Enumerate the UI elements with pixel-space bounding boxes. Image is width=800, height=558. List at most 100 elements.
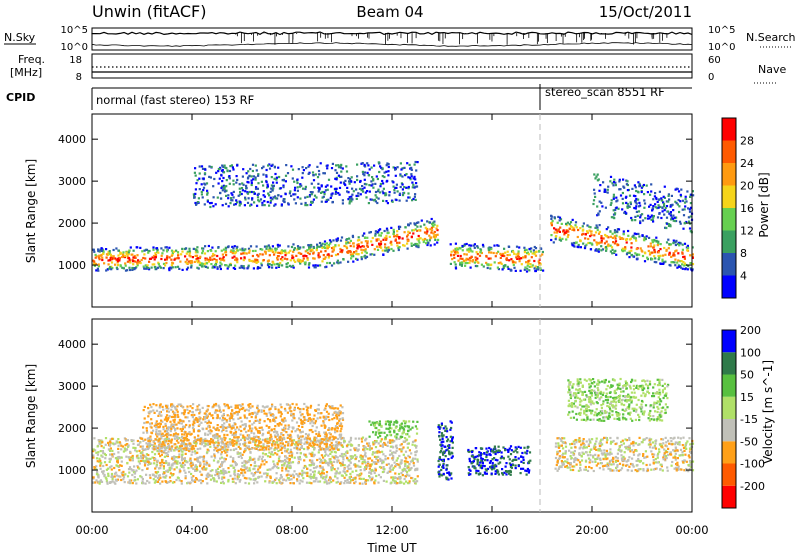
power-cell bbox=[315, 266, 317, 268]
velocity-cell bbox=[336, 481, 338, 483]
velocity-cell bbox=[180, 465, 182, 467]
power-cell bbox=[205, 259, 207, 261]
power-cell bbox=[189, 252, 191, 254]
power-cell bbox=[257, 182, 259, 184]
velocity-cell bbox=[314, 454, 316, 456]
power-cell bbox=[375, 191, 377, 193]
power-cell bbox=[299, 198, 301, 200]
power-cell bbox=[614, 212, 616, 214]
power-cell bbox=[199, 172, 201, 174]
power-cell bbox=[411, 182, 413, 184]
power-cell bbox=[258, 200, 260, 202]
power-cell bbox=[361, 189, 363, 191]
power-cell bbox=[368, 202, 370, 204]
power-cell bbox=[331, 255, 333, 257]
velocity-cell bbox=[139, 475, 141, 477]
power-cell bbox=[614, 235, 616, 237]
power-cell bbox=[627, 207, 629, 209]
velocity-cell bbox=[159, 455, 161, 457]
power-cell bbox=[190, 255, 192, 257]
velocity-cell bbox=[134, 449, 136, 451]
power-cell bbox=[263, 200, 265, 202]
power-cell bbox=[356, 164, 358, 166]
velocity-cell bbox=[326, 480, 328, 482]
power-cell bbox=[670, 256, 672, 258]
power-cell bbox=[468, 262, 470, 264]
power-cell bbox=[184, 255, 186, 257]
power-cell bbox=[407, 176, 409, 178]
velocity-cell bbox=[337, 467, 339, 469]
velocity-cell bbox=[255, 465, 257, 467]
power-cell bbox=[630, 246, 632, 248]
power-cell bbox=[403, 186, 405, 188]
velocity-cell bbox=[111, 450, 113, 452]
velocity-cell bbox=[291, 454, 293, 456]
velocity-cell bbox=[287, 477, 289, 479]
velocity-cell bbox=[415, 439, 417, 441]
velocity-cell bbox=[114, 473, 116, 475]
power-cell bbox=[602, 181, 604, 183]
power-cell bbox=[346, 187, 348, 189]
power-cell bbox=[392, 201, 394, 203]
power-cell bbox=[335, 191, 337, 193]
power-cell bbox=[430, 232, 432, 234]
velocity-cell bbox=[190, 462, 192, 464]
power-cell bbox=[607, 189, 609, 191]
power-cell bbox=[368, 232, 370, 234]
velocity-cell bbox=[341, 444, 343, 446]
power-cell bbox=[275, 249, 277, 251]
power-cell bbox=[467, 258, 469, 260]
power-cell bbox=[596, 227, 598, 229]
power-cell bbox=[537, 268, 539, 270]
velocity-cell bbox=[240, 455, 242, 457]
velocity-cell bbox=[147, 438, 149, 440]
power-cell bbox=[388, 166, 390, 168]
velocity-cell bbox=[339, 462, 341, 464]
power-cell bbox=[236, 175, 238, 177]
power-cell bbox=[261, 204, 263, 206]
power-cell bbox=[377, 178, 379, 180]
velocity-cell bbox=[391, 439, 393, 441]
power-cell bbox=[305, 186, 307, 188]
power-cell bbox=[235, 199, 237, 201]
power-cell bbox=[314, 195, 316, 197]
velocity-cell bbox=[319, 458, 321, 460]
colorbar-segment bbox=[722, 163, 736, 186]
power-cell bbox=[631, 242, 633, 244]
power-cell bbox=[573, 242, 575, 244]
power-cell bbox=[340, 240, 342, 242]
velocity-cell bbox=[281, 467, 283, 469]
power-cell bbox=[468, 248, 470, 250]
power-cell bbox=[680, 194, 682, 196]
power-cell bbox=[143, 268, 145, 270]
velocity-cell bbox=[417, 461, 419, 463]
power-cell bbox=[631, 219, 633, 221]
power-cell bbox=[276, 257, 278, 259]
velocity-cell bbox=[233, 443, 235, 445]
velocity-cell bbox=[405, 457, 407, 459]
power-cell bbox=[674, 264, 676, 266]
velocity-cell bbox=[158, 445, 160, 447]
power-cell bbox=[525, 255, 527, 257]
power-cell bbox=[262, 253, 264, 255]
power-cell bbox=[272, 182, 274, 184]
velocity-cell bbox=[266, 425, 268, 427]
power-cell bbox=[272, 185, 274, 187]
power-cell bbox=[614, 229, 616, 231]
velocity-cell bbox=[100, 468, 102, 470]
velocity-cell bbox=[257, 476, 259, 478]
power-cell bbox=[268, 259, 270, 261]
velocity-cell bbox=[301, 474, 303, 476]
velocity-cell bbox=[154, 467, 156, 469]
velocity-cell bbox=[237, 440, 239, 442]
power-cell bbox=[255, 176, 257, 178]
power-cell bbox=[411, 175, 413, 177]
velocity-cell bbox=[350, 468, 352, 470]
velocity-cell bbox=[346, 470, 348, 472]
velocity-cell bbox=[287, 470, 289, 472]
power-cell bbox=[196, 251, 198, 253]
velocity-cell bbox=[104, 457, 106, 459]
power-cell bbox=[302, 166, 304, 168]
power-cell bbox=[346, 190, 348, 192]
